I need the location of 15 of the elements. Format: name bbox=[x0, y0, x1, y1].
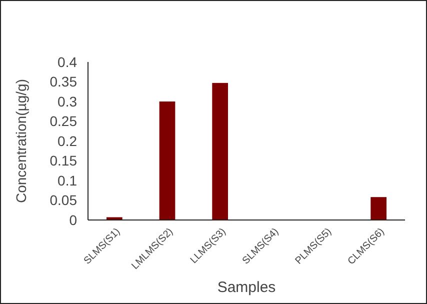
y-tick-label: 0.2 bbox=[58, 132, 78, 149]
bar bbox=[370, 197, 387, 220]
y-tick-label: 0.15 bbox=[50, 152, 78, 169]
bar bbox=[106, 217, 122, 220]
y-tick-label: 0.1 bbox=[58, 172, 78, 188]
y-tick-label: 0.4 bbox=[58, 54, 78, 70]
y-tick-label: 0.25 bbox=[50, 113, 78, 130]
y-tick-label: 0.35 bbox=[50, 74, 78, 90]
y-tick-label: 0.05 bbox=[50, 192, 78, 208]
x-axis-title: Samples bbox=[217, 279, 276, 296]
y-axis-title: Concentration(µg/g) bbox=[13, 78, 29, 204]
y-tick-label: 0 bbox=[69, 212, 78, 228]
bar bbox=[159, 102, 176, 220]
y-tick-label: 0.3 bbox=[58, 93, 78, 110]
bar bbox=[212, 82, 228, 220]
